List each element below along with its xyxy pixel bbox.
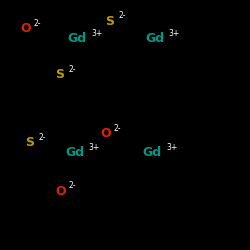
Text: O: O: [20, 22, 30, 35]
Text: 2-: 2-: [34, 19, 41, 28]
Text: 2-: 2-: [119, 11, 126, 20]
Text: 2-: 2-: [69, 181, 76, 190]
Text: Gd: Gd: [65, 146, 84, 159]
Text: 3+: 3+: [89, 142, 100, 152]
Text: Gd: Gd: [68, 32, 87, 45]
Text: 2-: 2-: [69, 65, 76, 74]
Text: Gd: Gd: [142, 146, 162, 159]
Text: O: O: [100, 127, 110, 140]
Text: 3+: 3+: [166, 142, 177, 152]
Text: 3+: 3+: [91, 29, 102, 38]
Text: 3+: 3+: [169, 29, 180, 38]
Text: O: O: [55, 185, 66, 198]
Text: Gd: Gd: [145, 32, 164, 45]
Text: S: S: [105, 15, 114, 28]
Text: S: S: [25, 136, 34, 149]
Text: 2-: 2-: [114, 124, 121, 133]
Text: 2-: 2-: [39, 132, 46, 141]
Text: S: S: [55, 68, 64, 82]
